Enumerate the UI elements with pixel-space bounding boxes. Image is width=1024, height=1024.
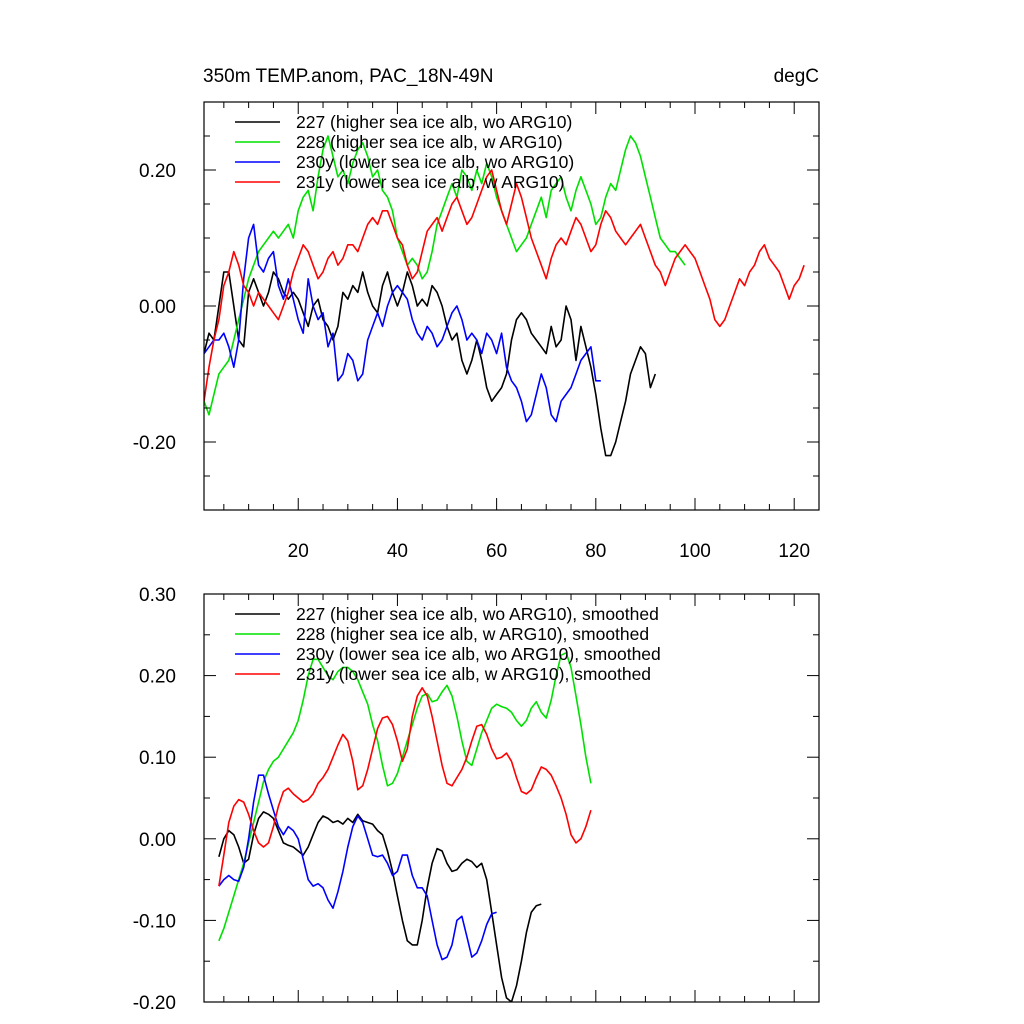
- bottom-panel: -0.20 -0.10 0.00 0.10 0.20 0.30 227 (higher s…: [133, 585, 820, 1014]
- y-tick-label: 0.00: [139, 297, 176, 318]
- legend-label: 227 (higher sea ice alb, wo ARG10), smoo…: [296, 604, 659, 624]
- legend-label: 227 (higher sea ice alb, wo ARG10): [296, 112, 572, 132]
- x-tick-label: 100: [679, 541, 711, 562]
- x-tick-label: 40: [387, 541, 408, 562]
- y-tick-label: -0.20: [133, 993, 176, 1014]
- x-tick-label: 20: [288, 541, 309, 562]
- y-tick-label: 0.20: [139, 161, 176, 182]
- legend-label: 228 (higher sea ice alb, w ARG10): [296, 132, 563, 152]
- y-tick-label: 0.00: [139, 830, 176, 851]
- legend-label: 230y (lower sea ice alb, wo ARG10), smoo…: [296, 644, 661, 664]
- legend-label: 228 (higher sea ice alb, w ARG10), smoot…: [296, 624, 649, 644]
- top-panel: 350m TEMP.anom, PAC_18N-49N degC 20 40 60 8…: [133, 66, 820, 562]
- plot-frame: [203, 593, 820, 1003]
- legend-label: 231y (lower sea ice alb, w ARG10), smoot…: [296, 664, 651, 684]
- legend: 227 (higher sea ice alb, wo ARG10), smoo…: [235, 604, 661, 684]
- series-line-1: [218, 651, 592, 942]
- series-line-3: [204, 169, 805, 402]
- series-line-0: [218, 811, 542, 1002]
- plot-frame: [203, 101, 820, 511]
- units-label: degC: [774, 66, 819, 87]
- legend-label: 231y (lower sea ice alb, w ARG10): [296, 172, 564, 192]
- y-tick-label: 0.20: [139, 667, 176, 688]
- axis-ticks: [204, 101, 820, 511]
- chart-title: 350m TEMP.anom, PAC_18N-49N: [203, 66, 493, 87]
- legend: 227 (higher sea ice alb, wo ARG10)228 (h…: [235, 112, 574, 192]
- series-line-3: [218, 686, 592, 887]
- tick-labels: -0.20 -0.10 0.00 0.10 0.20 0.30: [133, 585, 176, 1014]
- series-line-0: [204, 271, 657, 457]
- y-tick-label: 0.10: [139, 748, 176, 769]
- tick-labels: 20 40 60 80 100 120 -0.20 0.00 0.20: [133, 161, 810, 562]
- x-tick-label: 80: [585, 541, 606, 562]
- series-lines: [204, 135, 805, 457]
- x-tick-label: 60: [486, 541, 507, 562]
- y-tick-label: -0.10: [133, 911, 176, 932]
- x-tick-label: 120: [778, 541, 810, 562]
- legend-label: 230y (lower sea ice alb, wo ARG10): [296, 152, 574, 172]
- series-line-2: [218, 774, 497, 961]
- series-line-1: [204, 135, 686, 416]
- series-lines: [218, 651, 592, 1002]
- y-tick-label: 0.30: [139, 585, 176, 606]
- series-line-2: [204, 223, 601, 423]
- y-tick-label: -0.20: [133, 433, 176, 454]
